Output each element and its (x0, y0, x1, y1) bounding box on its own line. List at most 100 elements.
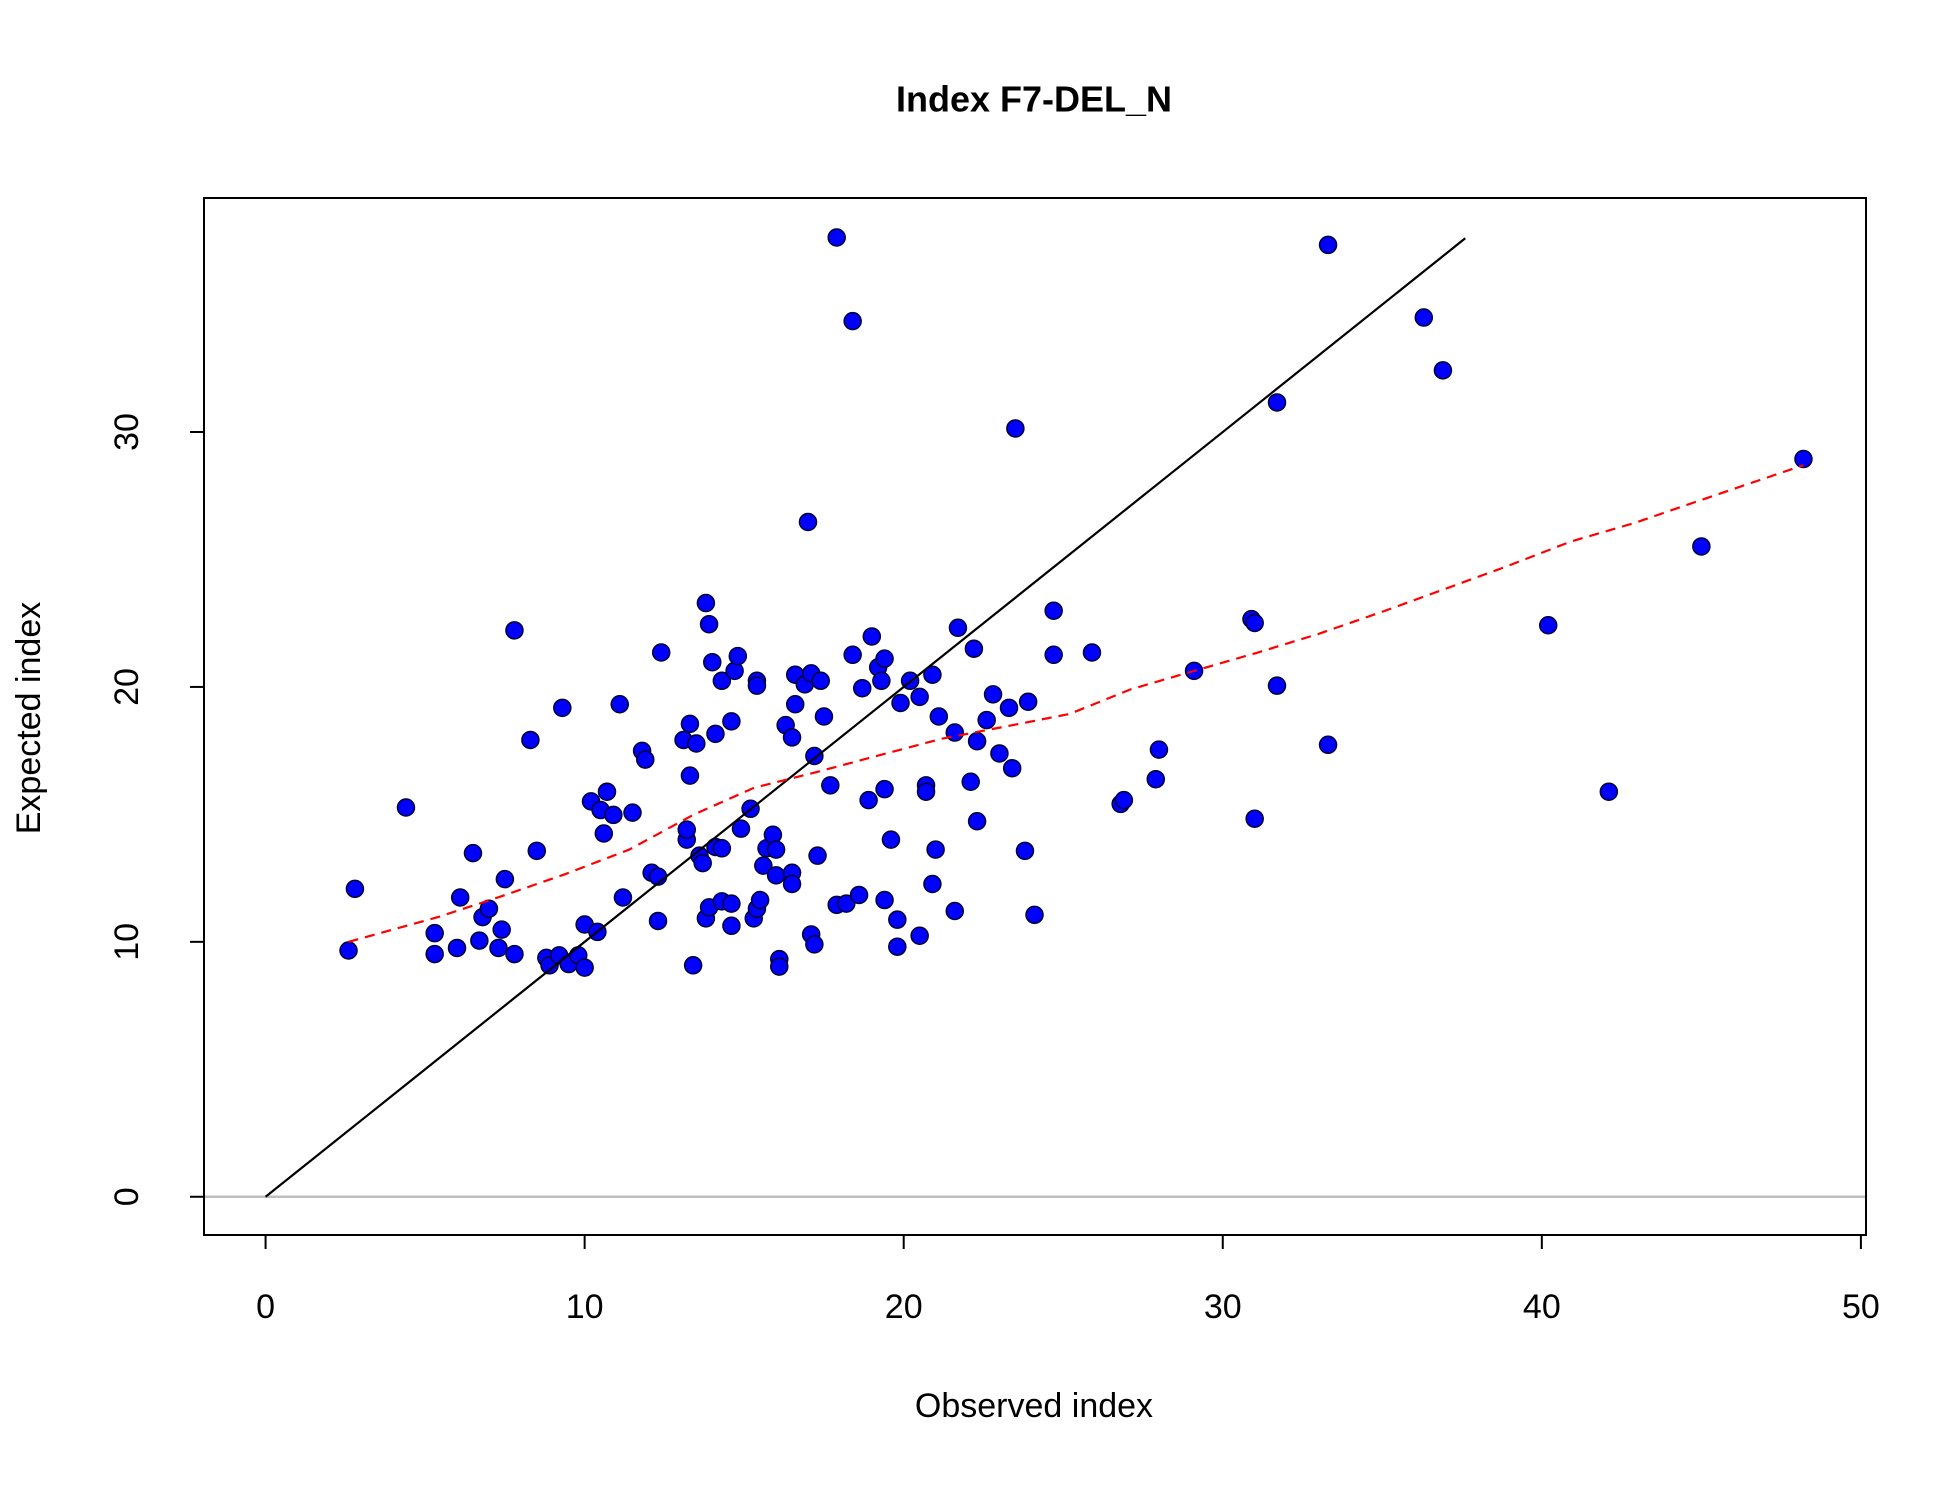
point (805, 935, 824, 954)
point (916, 782, 936, 801)
point (706, 724, 725, 744)
point (680, 766, 700, 785)
point (1692, 537, 1711, 556)
point (450, 888, 470, 907)
point (1149, 740, 1169, 759)
point (1538, 615, 1558, 635)
point (470, 931, 489, 950)
point (770, 957, 789, 976)
point (1794, 449, 1813, 469)
point (1114, 790, 1134, 810)
point (805, 746, 824, 766)
point (843, 311, 862, 331)
x-tick-label: 10 (566, 1288, 604, 1326)
point (495, 869, 515, 889)
point (945, 723, 965, 742)
point (725, 661, 744, 681)
point (859, 790, 878, 810)
y-tick-label: 30 (108, 413, 146, 451)
x-tick-label: 50 (1842, 1288, 1880, 1326)
point (696, 593, 716, 613)
point (961, 772, 980, 792)
point (396, 798, 416, 817)
point (1245, 809, 1264, 828)
chart-title: Index F7-DEL_N (896, 79, 1172, 120)
point (1018, 692, 1038, 711)
point (1267, 393, 1287, 412)
point (492, 920, 511, 939)
point (766, 866, 786, 885)
point (527, 841, 547, 861)
point (910, 687, 929, 707)
y-tick-label: 20 (108, 668, 146, 706)
point (345, 879, 365, 899)
point (722, 894, 741, 913)
point (923, 665, 942, 684)
point (1025, 905, 1044, 925)
point (977, 710, 996, 730)
point (945, 901, 965, 921)
point (651, 643, 671, 662)
point (731, 819, 751, 838)
point (750, 890, 770, 910)
point (680, 714, 700, 734)
point (929, 707, 949, 726)
x-axis-label: Observed index (915, 1387, 1153, 1425)
point (811, 671, 830, 691)
x-tick-label: 0 (256, 1288, 275, 1326)
x-tick-label: 30 (1204, 1288, 1242, 1326)
x-tick-label: 20 (885, 1288, 923, 1326)
point (699, 614, 719, 634)
point (594, 824, 614, 843)
point (683, 956, 703, 975)
point (872, 671, 891, 691)
point (425, 944, 444, 964)
point (1267, 676, 1287, 695)
point (463, 843, 483, 863)
point (1318, 235, 1338, 255)
point (875, 890, 894, 910)
point (636, 750, 655, 769)
point (990, 744, 1009, 763)
point (722, 712, 741, 731)
point (782, 728, 802, 747)
point (1015, 841, 1035, 861)
point (782, 874, 802, 894)
point (967, 731, 987, 751)
point (648, 911, 668, 931)
point (1599, 782, 1619, 801)
line (264, 237, 1466, 1198)
point (1044, 601, 1063, 620)
point (1146, 769, 1166, 789)
plot-frame (203, 197, 1867, 1236)
point (1002, 758, 1022, 778)
point (849, 885, 869, 905)
point (747, 676, 767, 695)
point (553, 698, 572, 718)
point (712, 671, 732, 691)
point (1318, 735, 1338, 755)
point (814, 707, 834, 726)
point (967, 812, 987, 831)
point (1044, 645, 1063, 665)
point (728, 646, 748, 666)
point (687, 734, 706, 753)
point (999, 698, 1019, 718)
point (862, 627, 882, 646)
line (348, 464, 1804, 943)
point (1433, 361, 1453, 380)
point (677, 820, 696, 839)
x-tick-label: 40 (1523, 1288, 1561, 1326)
point (1006, 419, 1025, 438)
point (808, 846, 827, 865)
point (722, 916, 741, 936)
point (827, 228, 846, 247)
point (613, 888, 633, 907)
point (983, 685, 1003, 704)
y-tick-label: 10 (108, 923, 146, 961)
point (447, 938, 467, 958)
point (926, 840, 945, 859)
point (837, 894, 856, 913)
point (875, 779, 894, 799)
